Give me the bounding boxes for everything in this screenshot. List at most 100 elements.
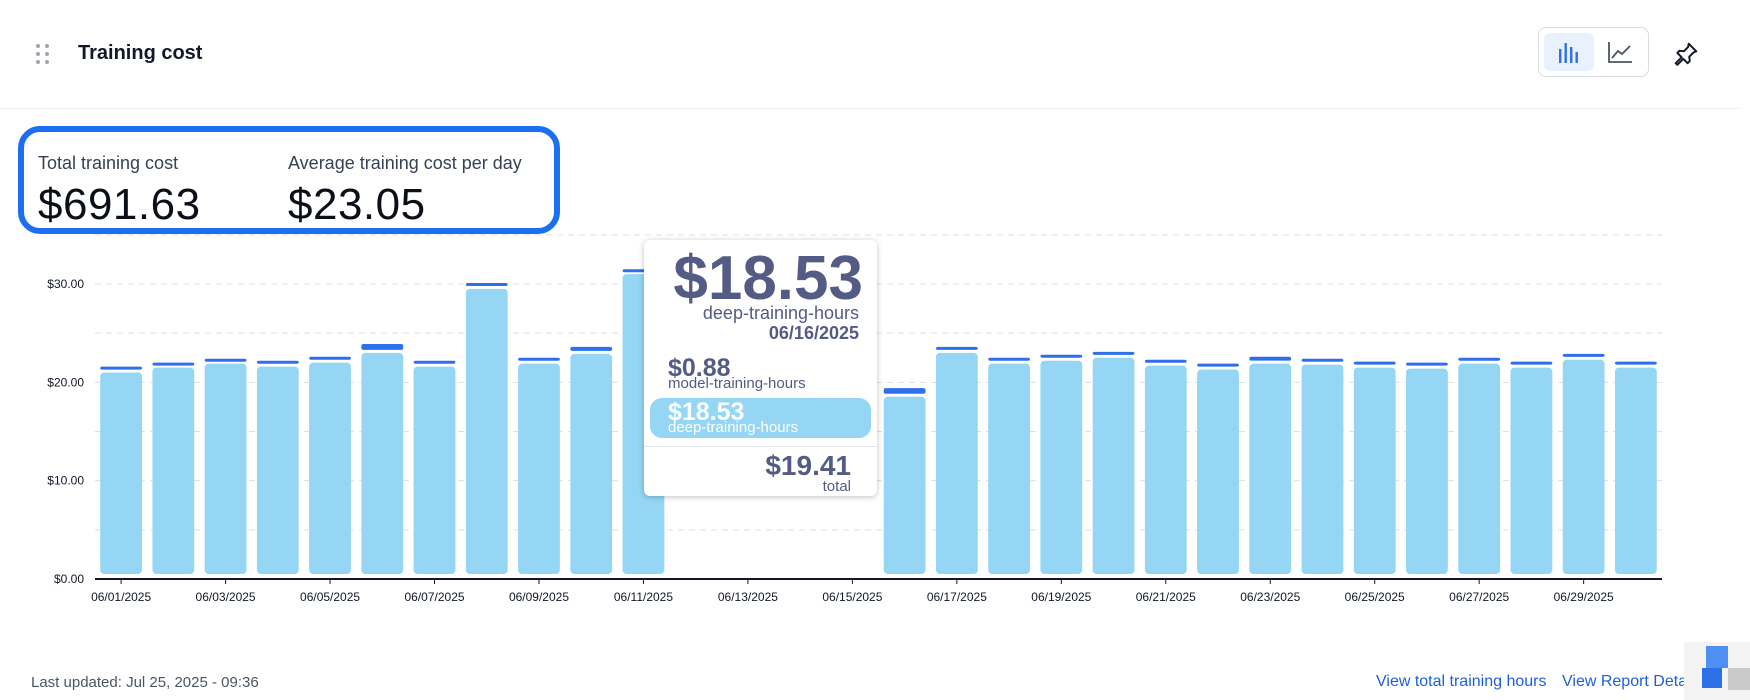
y-tick-label: $10.00: [47, 474, 84, 488]
bar-deep-training-hours[interactable]: [1092, 357, 1135, 574]
card-title: Training cost: [78, 42, 203, 64]
bar-model-training-hours[interactable]: [1197, 363, 1239, 367]
bar-deep-training-hours[interactable]: [1353, 367, 1396, 574]
bar-deep-training-hours[interactable]: [1510, 367, 1553, 574]
bar-deep-training-hours[interactable]: [1144, 365, 1187, 574]
line-chart-view-button[interactable]: [1595, 33, 1645, 71]
bar-deep-training-hours[interactable]: [1197, 369, 1239, 574]
x-tick-label: 06/09/2025: [509, 590, 569, 604]
bar-model-training-hours[interactable]: [1144, 359, 1187, 363]
tooltip-hovered-value: $18.53: [673, 244, 863, 313]
tooltip-divider: [644, 446, 877, 447]
bar-model-training-hours[interactable]: [935, 346, 978, 350]
x-tick-label: 06/01/2025: [91, 590, 151, 604]
bar-model-training-hours[interactable]: [256, 360, 299, 364]
chart-tooltip: $18.53 deep-training-hours 06/16/2025 $0…: [644, 240, 877, 496]
pin-button[interactable]: [1672, 40, 1700, 68]
tooltip-row-name: model-training-hours: [668, 375, 806, 392]
bar-model-training-hours[interactable]: [204, 358, 247, 362]
bar-deep-training-hours[interactable]: [518, 363, 560, 574]
bar-deep-training-hours[interactable]: [100, 372, 143, 575]
bar-model-training-hours[interactable]: [1614, 361, 1657, 365]
x-tick-label: 06/03/2025: [196, 590, 256, 604]
bar-deep-training-hours[interactable]: [1301, 364, 1344, 574]
bar-model-training-hours[interactable]: [1458, 357, 1501, 361]
bar-model-training-hours[interactable]: [1249, 356, 1292, 361]
summary-highlight-box: Total training cost $691.63 Average trai…: [18, 126, 560, 234]
bar-deep-training-hours[interactable]: [204, 363, 247, 574]
floating-widget-icon[interactable]: [1684, 642, 1750, 700]
view-report-details-link[interactable]: View Report Deta: [1562, 673, 1688, 690]
bar-deep-training-hours[interactable]: [570, 353, 613, 574]
average-cost-value: $23.05: [288, 180, 426, 229]
view-training-hours-link[interactable]: View total training hours: [1376, 673, 1547, 690]
x-tick-label: 06/13/2025: [718, 590, 778, 604]
x-tick-label: 06/21/2025: [1136, 590, 1196, 604]
bar-deep-training-hours[interactable]: [1614, 367, 1657, 574]
bar-model-training-hours[interactable]: [465, 283, 508, 287]
x-tick-label: 06/19/2025: [1031, 590, 1091, 604]
y-tick-label: $20.00: [47, 375, 84, 389]
y-tick-label: $0.00: [54, 572, 84, 586]
bar-model-training-hours[interactable]: [1040, 354, 1083, 358]
bar-deep-training-hours[interactable]: [883, 396, 926, 574]
chart-type-toggle: [1538, 27, 1649, 77]
x-tick-label: 06/11/2025: [614, 590, 673, 604]
average-cost-label: Average training cost per day: [288, 153, 522, 173]
bar-model-training-hours[interactable]: [518, 357, 560, 361]
tooltip-row-highlighted: $18.53 deep-training-hours: [650, 398, 871, 438]
x-tick-label: 06/15/2025: [822, 590, 882, 604]
x-tick-label: 06/07/2025: [404, 590, 464, 604]
last-updated-text: Last updated: Jul 25, 2025 - 09:36: [31, 674, 259, 691]
line-chart-icon: [1608, 42, 1632, 63]
bar-model-training-hours[interactable]: [152, 362, 195, 366]
tooltip-total-value: $19.41: [765, 450, 851, 481]
x-tick-label: 06/05/2025: [300, 590, 360, 604]
bar-deep-training-hours[interactable]: [309, 362, 351, 574]
bar-deep-training-hours[interactable]: [256, 366, 299, 574]
bar-model-training-hours[interactable]: [413, 360, 456, 364]
bar-deep-training-hours[interactable]: [1249, 363, 1292, 574]
bar-model-training-hours[interactable]: [309, 356, 351, 360]
y-tick-label: $30.00: [47, 277, 84, 291]
bar-model-training-hours[interactable]: [1092, 351, 1135, 355]
tooltip-row-name: deep-training-hours: [668, 419, 799, 436]
card-header: Training cost: [0, 0, 1740, 109]
bar-deep-training-hours[interactable]: [935, 352, 978, 574]
bar-deep-training-hours[interactable]: [1040, 360, 1083, 574]
x-tick-label: 06/17/2025: [927, 590, 987, 604]
tooltip-series-name: deep-training-hours: [702, 303, 859, 323]
bar-deep-training-hours[interactable]: [988, 363, 1030, 574]
bar-model-training-hours[interactable]: [100, 366, 143, 370]
tooltip-date: 06/16/2025: [768, 323, 859, 343]
bar-model-training-hours[interactable]: [361, 343, 404, 350]
bar-deep-training-hours[interactable]: [1458, 363, 1501, 574]
tooltip-row: $0.88 model-training-hours: [650, 354, 871, 394]
drag-handle-icon[interactable]: [36, 44, 50, 64]
x-tick-label: 06/25/2025: [1345, 590, 1405, 604]
bar-deep-training-hours[interactable]: [1562, 359, 1605, 574]
total-cost-value: $691.63: [38, 180, 201, 229]
bar-deep-training-hours[interactable]: [152, 367, 195, 574]
x-tick-label: 06/27/2025: [1449, 590, 1509, 604]
bar-deep-training-hours[interactable]: [1406, 368, 1448, 574]
tooltip-row-value: $18.53: [668, 398, 745, 426]
x-tick-label: 06/23/2025: [1240, 590, 1300, 604]
bar-deep-training-hours[interactable]: [361, 352, 404, 574]
pin-icon: [1674, 42, 1698, 66]
bar-deep-training-hours[interactable]: [413, 366, 456, 574]
bar-deep-training-hours[interactable]: [465, 288, 508, 574]
bar-model-training-hours[interactable]: [1406, 362, 1448, 366]
bar-model-training-hours[interactable]: [1353, 361, 1396, 365]
x-tick-label: 06/29/2025: [1554, 590, 1614, 604]
bar-model-training-hours[interactable]: [1562, 353, 1605, 357]
bar-model-training-hours[interactable]: [883, 388, 926, 394]
bar-model-training-hours[interactable]: [570, 346, 613, 351]
bar-chart-view-button[interactable]: [1544, 33, 1594, 71]
total-cost-label: Total training cost: [38, 153, 179, 173]
tooltip-row-value: $0.88: [668, 354, 731, 382]
bar-model-training-hours[interactable]: [1301, 358, 1344, 362]
bar-model-training-hours[interactable]: [1510, 361, 1553, 365]
training-cost-chart: $0.00 $10.00 $20.00 $30.00 06/01/2025 06/03/2…: [47, 234, 1662, 604]
bar-model-training-hours[interactable]: [988, 357, 1030, 361]
